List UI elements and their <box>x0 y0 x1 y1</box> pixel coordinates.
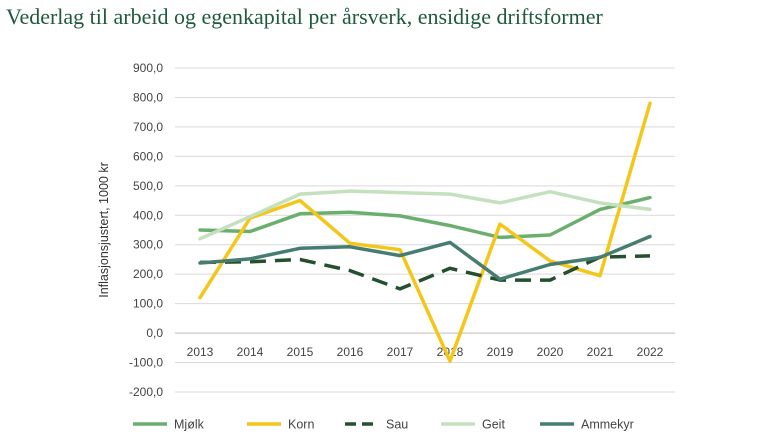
series-lines <box>198 101 652 363</box>
x-tick-label: 2016 <box>337 345 364 359</box>
x-tick-label: 2013 <box>187 345 214 359</box>
legend-label-geit: Geit <box>482 418 505 432</box>
series-line-korn <box>198 101 652 363</box>
x-tick-label: 2019 <box>487 345 514 359</box>
legend-label-mjolk: Mjølk <box>174 418 205 432</box>
y-tick-label: 100,0 <box>133 297 163 311</box>
y-tick-label: 600,0 <box>133 149 163 163</box>
x-tick-label: 2020 <box>537 345 564 359</box>
x-tick-label: 2021 <box>587 345 614 359</box>
chart-title: Vederlag til arbeid og egenkapital per å… <box>6 4 603 29</box>
y-tick-label: 400,0 <box>133 208 163 222</box>
y-tick-label: 900,0 <box>133 61 163 75</box>
x-tick-label: 2015 <box>287 345 314 359</box>
legend-label-ammekyr: Ammekyr <box>581 418 634 432</box>
x-tick-label: 2014 <box>237 345 264 359</box>
y-tick-label: 300,0 <box>133 238 163 252</box>
y-tick-label: -200,0 <box>129 385 163 399</box>
grid-lines <box>175 67 675 393</box>
series-line-mjolk <box>198 195 652 240</box>
y-tick-label: 800,0 <box>133 90 163 104</box>
y-tick-label: 200,0 <box>133 267 163 281</box>
legend: Mjølk Korn Sau Geit Ammekyr <box>133 418 634 432</box>
series-line-sau <box>199 254 651 291</box>
x-tick-label: 2022 <box>637 345 664 359</box>
y-tick-label: -100,0 <box>129 356 163 370</box>
series-line-geit <box>198 189 652 241</box>
legend-label-sau: Sau <box>386 418 408 432</box>
y-axis-label: Inflasjonsjustert, 1000 kr <box>97 162 111 298</box>
x-axis: 2013 2014 2015 2016 2017 2018 2019 2020 2021 2022 <box>187 345 664 359</box>
y-axis: -200,0 -100,0 0,0 100,0 200,0 300,0 400,0 500,0… <box>129 61 163 399</box>
y-tick-label: 700,0 <box>133 120 163 134</box>
y-tick-label: 0,0 <box>146 326 163 340</box>
x-tick-label: 2017 <box>387 345 414 359</box>
series-line-ammekyr <box>198 234 652 281</box>
legend-label-korn: Korn <box>288 418 314 432</box>
y-tick-label: 500,0 <box>133 179 163 193</box>
